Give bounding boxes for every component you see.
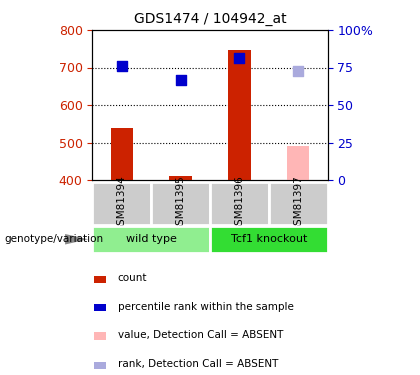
Point [118,63,125,69]
Point [236,55,243,61]
Bar [210,182,269,225]
Bar [287,146,310,180]
Text: GSM81396: GSM81396 [234,175,244,232]
Text: value, Detection Call = ABSENT: value, Detection Call = ABSENT [118,330,283,340]
Bar [92,226,210,253]
Text: GSM81394: GSM81394 [117,175,127,232]
Bar [210,226,328,253]
Point [295,68,302,74]
Bar [94,304,106,311]
Text: rank, Detection Call = ABSENT: rank, Detection Call = ABSENT [118,359,278,369]
Bar [94,362,106,369]
Bar [94,276,106,284]
Title: GDS1474 / 104942_at: GDS1474 / 104942_at [134,12,286,26]
Text: percentile rank within the sample: percentile rank within the sample [118,302,294,312]
Bar [110,128,133,180]
Bar [92,182,151,225]
Text: count: count [118,273,147,284]
Bar [151,182,210,225]
Bar [228,50,251,180]
Point [177,76,184,82]
Bar [269,182,328,225]
Bar [169,176,192,180]
Text: GSM81397: GSM81397 [293,175,303,232]
Text: GSM81395: GSM81395 [176,175,186,232]
Polygon shape [65,234,88,244]
Text: Tcf1 knockout: Tcf1 knockout [231,234,307,244]
Text: genotype/variation: genotype/variation [4,234,103,244]
Text: wild type: wild type [126,234,177,244]
Bar [94,332,106,339]
